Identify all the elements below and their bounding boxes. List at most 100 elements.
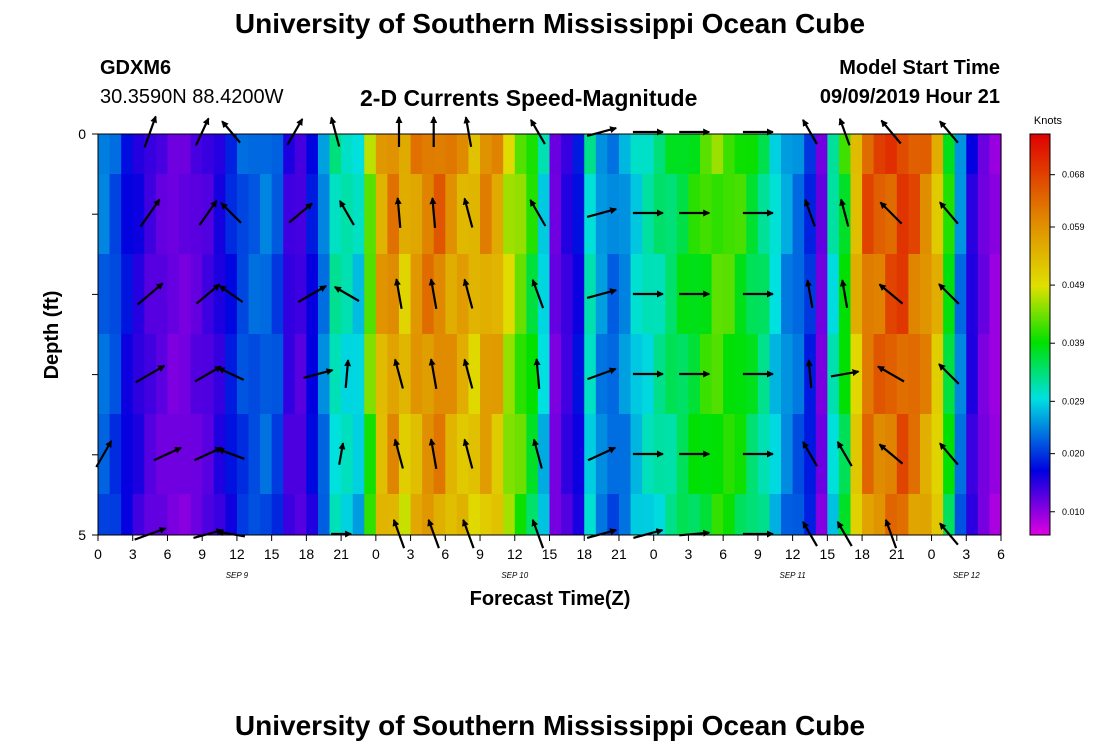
heatmap-cell	[630, 494, 643, 535]
heatmap-cell	[480, 254, 493, 334]
heatmap-cell	[711, 494, 724, 535]
heatmap-cell	[410, 414, 423, 494]
heatmap-cell	[862, 334, 875, 414]
current-arrow	[803, 198, 816, 227]
current-arrow	[198, 199, 218, 226]
heatmap-cell	[572, 174, 585, 254]
heatmap-cell	[769, 414, 782, 494]
heatmap-cell	[977, 254, 991, 334]
heatmap-cell	[607, 134, 620, 174]
heatmap-cell	[260, 134, 273, 174]
heatmap-cell	[387, 254, 400, 334]
current-arrow	[462, 518, 475, 549]
heatmap-cell	[665, 134, 678, 174]
heatmap-cell	[919, 254, 933, 334]
heatmap-cell	[850, 174, 863, 254]
heatmap-cell	[815, 414, 828, 494]
heatmap-cell	[167, 414, 180, 494]
heatmap-cell	[179, 254, 192, 334]
heatmap-cell	[954, 334, 967, 414]
heatmap-cell	[781, 414, 794, 494]
heatmap-cell	[236, 254, 250, 334]
current-arrow	[802, 119, 818, 145]
current-arrow	[805, 359, 813, 388]
heatmap-cell	[213, 254, 226, 334]
heatmap-cell	[190, 174, 203, 254]
heatmap-cell	[503, 494, 516, 535]
heatmap-cell	[433, 414, 446, 494]
heatmap-cell	[329, 494, 342, 535]
colorbar-tick-label: 0.068	[1062, 170, 1085, 180]
heatmap-cell	[919, 494, 933, 535]
heatmap-cell	[792, 134, 805, 174]
heatmap-cell	[410, 134, 423, 174]
heatmap-cell	[480, 334, 493, 414]
heatmap-cell	[236, 414, 250, 494]
heatmap-cell	[410, 254, 423, 334]
heatmap-cell	[271, 174, 284, 254]
heatmap-cell	[781, 254, 794, 334]
heatmap-cell	[364, 334, 377, 414]
x-tick-label: 3	[685, 546, 693, 562]
heatmap-cell	[317, 334, 331, 414]
heatmap-cell	[781, 494, 794, 535]
heatmap-cell	[283, 414, 296, 494]
heatmap-cell	[468, 494, 481, 535]
heatmap-cell	[954, 174, 967, 254]
heatmap-cell	[561, 174, 574, 254]
current-arrow	[428, 358, 438, 389]
heatmap-cell	[260, 254, 273, 334]
heatmap-cell	[514, 414, 527, 494]
current-arrow	[303, 368, 334, 379]
heatmap-cell	[537, 254, 551, 334]
heatmap-cell	[352, 334, 365, 414]
heatmap-cell	[838, 134, 852, 174]
heatmap-cell	[399, 494, 412, 535]
heatmap-cell	[769, 254, 782, 334]
x-tick-label: 12	[785, 546, 801, 562]
current-arrow	[836, 441, 853, 467]
current-arrow	[586, 207, 618, 218]
heatmap-cell	[954, 134, 967, 174]
heatmap-cell	[584, 414, 597, 494]
current-arrow	[392, 518, 406, 549]
station-id: GDXM6	[100, 57, 172, 79]
y-tick-label: 0	[78, 126, 86, 142]
heatmap-cell	[294, 334, 307, 414]
heatmap-cell	[422, 414, 435, 494]
heatmap-cell	[433, 174, 446, 254]
heatmap-cell	[618, 334, 632, 414]
heatmap-cell	[155, 494, 169, 535]
heatmap-cell	[109, 334, 122, 414]
heatmap-cell	[584, 334, 597, 414]
heatmap-cell	[618, 254, 632, 334]
heatmap-cell	[213, 494, 226, 535]
heatmap-cell	[503, 414, 516, 494]
heatmap-cell	[757, 494, 771, 535]
x-tick-label: 6	[719, 546, 727, 562]
chart-subtitle: 2-D Currents Speed-Magnitude	[360, 85, 698, 111]
heatmap-cell	[711, 174, 724, 254]
heatmap-cell	[294, 254, 307, 334]
heatmap-cell	[364, 494, 377, 535]
current-arrow	[805, 279, 814, 308]
heatmap-cell	[827, 134, 840, 174]
heatmap-cell	[433, 334, 446, 414]
heatmap-cell	[931, 134, 944, 174]
current-arrow	[529, 119, 546, 145]
current-arrow	[428, 278, 438, 309]
heatmap-cell	[885, 494, 898, 535]
current-arrow	[586, 288, 618, 299]
current-arrow	[462, 358, 474, 389]
colorbar-label: Knots	[1034, 115, 1063, 127]
heatmap-cell	[549, 494, 562, 535]
heatmap-cell	[977, 494, 991, 535]
page-title: University of Southern Mississippi Ocean…	[234, 8, 866, 39]
heatmap-cell	[862, 494, 875, 535]
current-arrow	[338, 442, 346, 465]
heatmap-cell	[665, 334, 678, 414]
current-arrow	[939, 522, 959, 546]
heatmap-cell	[572, 414, 585, 494]
heatmap-cell	[618, 134, 632, 174]
